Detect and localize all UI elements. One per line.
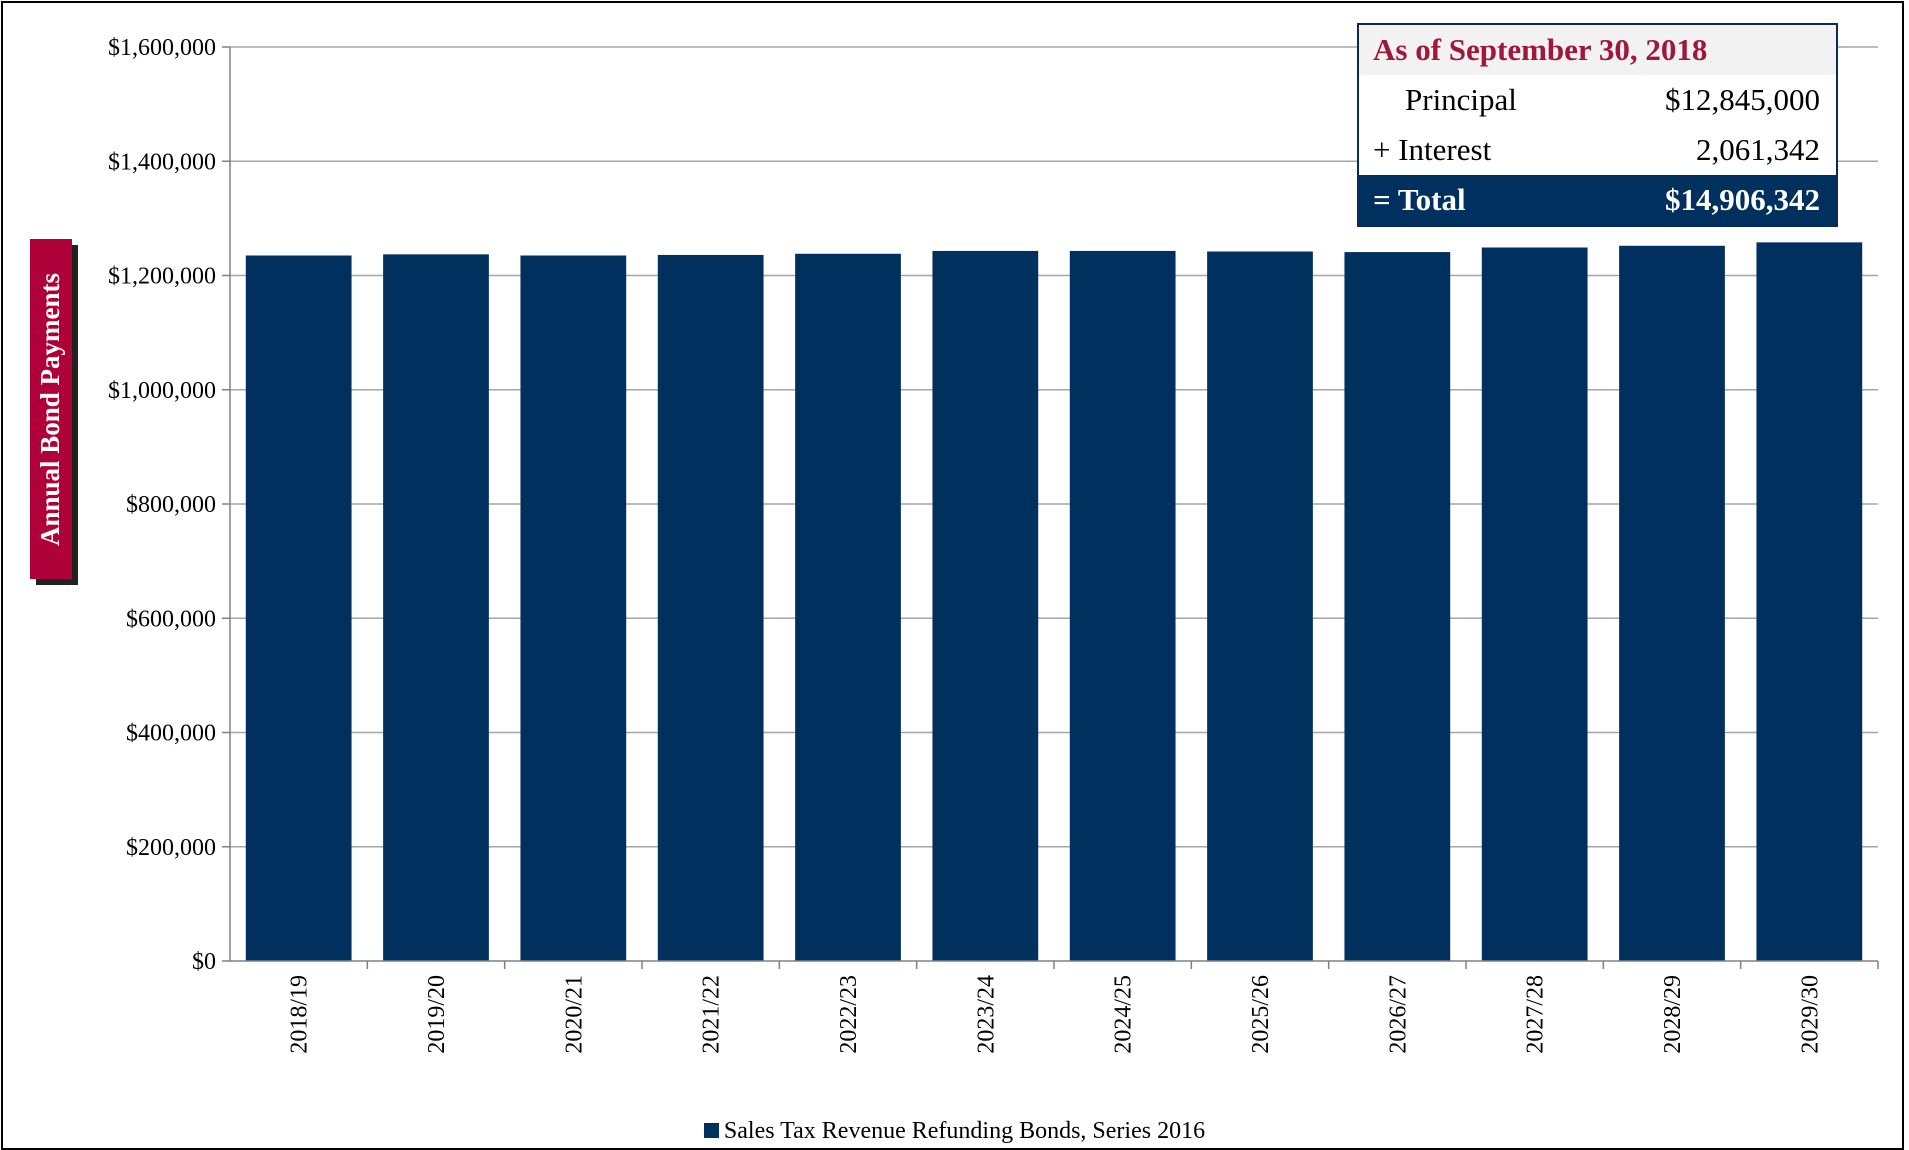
- x-tick-label: 2023/24: [973, 975, 999, 1054]
- bars: [245, 242, 1863, 962]
- x-tick-label: 2020/21: [561, 975, 587, 1054]
- total-label: = Total: [1373, 182, 1466, 217]
- y-tick-label: $1,000,000: [108, 378, 216, 404]
- x-tick-label: 2028/29: [1660, 975, 1686, 1054]
- summary-row-total: = Total $14,906,342: [1359, 175, 1836, 225]
- bar: [520, 255, 627, 962]
- bar: [1756, 242, 1863, 961]
- bar: [1344, 252, 1451, 962]
- summary-row-interest: + Interest 2,061,342: [1359, 125, 1836, 175]
- y-tick-label: $600,000: [126, 606, 216, 632]
- bar: [1207, 251, 1313, 961]
- total-value: $14,906,342: [1665, 182, 1820, 217]
- bar: [795, 253, 901, 962]
- summary-heading: As of September 30, 2018: [1359, 25, 1836, 75]
- y-tick-label: $400,000: [126, 721, 216, 747]
- x-tick-label: 2027/28: [1523, 975, 1549, 1054]
- gridlines: [230, 46, 1878, 848]
- x-tick-label: 2021/22: [699, 975, 725, 1054]
- principal-value: $12,845,000: [1665, 82, 1820, 117]
- y-axis-label-box: Annual Bond Payments: [30, 239, 72, 579]
- interest-value: 2,061,342: [1696, 132, 1820, 167]
- x-tick-labels: 2018/19 2019/20 2020/21 2021/22 2022/23 2023/…: [287, 975, 1824, 1054]
- x-tick-label: 2024/25: [1111, 975, 1137, 1054]
- y-tick-label: $1,400,000: [108, 149, 216, 175]
- y-tick-labels: $0 $200,000 $400,000 $600,000 $800,000 $1,000…: [108, 35, 216, 975]
- bar: [657, 254, 764, 961]
- y-tick-label: $1,200,000: [108, 264, 216, 290]
- axes: [222, 46, 1879, 969]
- y-tick-label: $1,600,000: [108, 35, 216, 61]
- legend: Sales Tax Revenue Refunding Bonds, Serie…: [0, 1118, 1909, 1145]
- x-tick-label: 2026/27: [1385, 975, 1411, 1054]
- x-tick-label: 2022/23: [836, 975, 862, 1054]
- bar: [932, 250, 1039, 961]
- bar: [245, 255, 352, 962]
- summary-table: As of September 30, 2018 Principal $12,8…: [1357, 23, 1838, 227]
- bar: [383, 254, 489, 961]
- y-tick-label: $800,000: [126, 492, 216, 518]
- y-axis-label: Annual Bond Payments: [35, 272, 66, 546]
- bar: [1481, 247, 1588, 962]
- legend-swatch: [703, 1123, 719, 1138]
- y-tick-label: $0: [192, 949, 216, 975]
- x-tick-label: 2018/19: [287, 975, 313, 1054]
- x-tick-label: 2019/20: [424, 975, 450, 1054]
- legend-label: Sales Tax Revenue Refunding Bonds, Serie…: [723, 1118, 1206, 1144]
- y-tick-label: $200,000: [126, 835, 216, 861]
- bar: [1619, 245, 1725, 962]
- bar: [1069, 250, 1176, 961]
- summary-row-principal: Principal $12,845,000: [1359, 75, 1836, 125]
- x-tick-label: 2029/30: [1797, 975, 1823, 1054]
- principal-label: Principal: [1405, 82, 1517, 117]
- x-tick-label: 2025/26: [1248, 975, 1274, 1054]
- interest-label: + Interest: [1373, 132, 1492, 167]
